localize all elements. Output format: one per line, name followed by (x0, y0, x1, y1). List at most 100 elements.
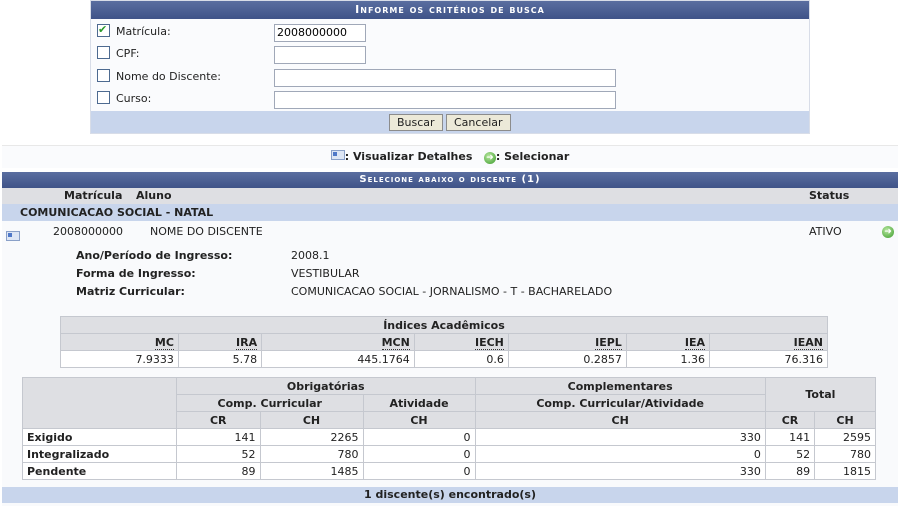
nome-label: Nome do Discente: (116, 70, 221, 83)
row-label: Pendente (22, 462, 177, 480)
detail-label: Forma de Ingresso: (76, 267, 196, 280)
cpf-label: CPF: (116, 47, 140, 60)
indices-table: Índices Acadêmicos MC IRA MCN IECH IEPL IEA IE… (60, 316, 828, 368)
buscar-button[interactable]: Buscar (389, 114, 443, 131)
ch-header: CH (814, 411, 876, 429)
cell: 89 (176, 462, 261, 480)
indices-title: Índices Acadêmicos (60, 316, 828, 334)
matricula-checkbox[interactable] (97, 22, 110, 38)
cpf-checkbox[interactable] (97, 46, 110, 59)
legend: : Visualizar Detalhes ➜: Selecionar (2, 145, 898, 168)
cell: 1485 (259, 462, 364, 480)
select-student-icon[interactable]: ➜ (882, 226, 894, 238)
cell: 0 (474, 445, 766, 463)
field-matricula: Matrícula: (97, 22, 171, 40)
index-header: MC (60, 333, 179, 351)
cell: 1815 (814, 462, 876, 480)
cell: 0 (362, 445, 476, 463)
student-matricula: 2008000000 (53, 225, 123, 238)
cr-header: CR (764, 411, 816, 429)
index-header: IECH (413, 333, 509, 351)
blank-header (22, 377, 177, 429)
results-panel: Selecione abaixo o discente (1) Matrícul… (2, 172, 898, 506)
cell: 780 (814, 445, 876, 463)
index-header: IEAN (709, 333, 828, 351)
ch-header: CH (362, 411, 476, 429)
ch-header: CH (259, 411, 364, 429)
curso-input[interactable] (274, 91, 616, 109)
legend-details: : Visualizar Detalhes (344, 150, 473, 163)
compcurr-header: Comp. Curricular (176, 394, 364, 412)
nome-input[interactable] (274, 69, 616, 87)
cell: 141 (176, 428, 261, 446)
field-cpf: CPF: (97, 46, 140, 62)
field-nome: Nome do Discente: (97, 69, 221, 85)
select-icon: ➜ (483, 152, 496, 164)
field-curso: Curso: (97, 91, 151, 107)
index-value: 76.316 (709, 350, 828, 368)
cpf-input[interactable] (274, 46, 366, 64)
row-label: Integralizado (22, 445, 177, 463)
ch-table: Obrigatórias Complementares Total Comp. Cu… (22, 377, 877, 480)
detail-label: Matriz Curricular: (76, 285, 185, 298)
column-header: Matrícula Aluno Status (2, 188, 898, 204)
student-details: Ano/Período de Ingresso: 2008.1 Forma de… (2, 249, 898, 309)
details-icon (330, 150, 345, 160)
cr-header: CR (176, 411, 261, 429)
cell: 52 (764, 445, 816, 463)
col-aluno: Aluno (136, 189, 172, 202)
index-value: 1.36 (625, 350, 711, 368)
details-icon[interactable] (6, 231, 20, 241)
cell: 89 (764, 462, 816, 480)
index-value: 5.78 (177, 350, 263, 368)
cell: 0 (362, 462, 476, 480)
cell: 0 (362, 428, 476, 446)
nome-checkbox[interactable] (97, 69, 110, 82)
index-value: 0.6 (413, 350, 509, 368)
cell: 780 (259, 445, 364, 463)
col-matricula: Matrícula (64, 189, 123, 202)
student-name: NOME DO DISCENTE (150, 225, 263, 238)
legend-select: : Selecionar (495, 150, 570, 163)
cell: 330 (474, 462, 766, 480)
ativ-header: Atividade (362, 394, 476, 412)
student-row: 2008000000 NOME DO DISCENTE ATIVO ➜ (2, 221, 898, 243)
curso-checkbox[interactable] (97, 91, 110, 104)
detail-value: VESTIBULAR (291, 267, 360, 280)
detail-value: COMUNICACAO SOCIAL - JORNALISMO - T - BA… (291, 285, 613, 298)
obrig-header: Obrigatórias (176, 377, 476, 395)
cell: 2595 (814, 428, 876, 446)
table-row: Integralizado 52 780 0 0 52 780 (22, 445, 876, 463)
cell: 52 (176, 445, 261, 463)
detail-value: 2008.1 (291, 249, 330, 262)
results-title: Selecione abaixo o discente (1) (2, 172, 898, 188)
index-header: IEPL (507, 333, 627, 351)
detail-label: Ano/Período de Ingresso: (76, 249, 233, 262)
compl-header: Complementares (474, 377, 766, 395)
cell: 141 (764, 428, 816, 446)
matricula-label: Matrícula: (116, 25, 171, 38)
index-value: 0.2857 (507, 350, 627, 368)
search-form: Informe os critérios de busca Matrícula:… (90, 0, 810, 134)
cell: 2265 (259, 428, 364, 446)
col-status: Status (809, 189, 850, 202)
index-value: 7.9333 (60, 350, 179, 368)
group-row: COMUNICACAO SOCIAL - NATAL (2, 204, 898, 221)
search-title: Informe os critérios de busca (91, 1, 809, 19)
student-status: ATIVO (809, 225, 842, 238)
index-header: IEA (625, 333, 711, 351)
index-header: IRA (177, 333, 263, 351)
cell: 330 (474, 428, 766, 446)
cancelar-button[interactable]: Cancelar (446, 114, 511, 131)
matricula-input[interactable] (274, 24, 366, 42)
index-header: MCN (261, 333, 415, 351)
total-header: Total (764, 377, 877, 412)
form-footer: Buscar Cancelar (91, 111, 809, 133)
table-row: Pendente 89 1485 0 330 89 1815 (22, 462, 876, 480)
curso-label: Curso: (116, 92, 152, 105)
results-footer: 1 discente(s) encontrado(s) (2, 487, 898, 503)
index-value: 445.1764 (261, 350, 415, 368)
compativ-header: Comp. Curricular/Atividade (474, 394, 766, 412)
row-label: Exigido (22, 428, 177, 446)
table-row: Exigido 141 2265 0 330 141 2595 (22, 428, 876, 446)
